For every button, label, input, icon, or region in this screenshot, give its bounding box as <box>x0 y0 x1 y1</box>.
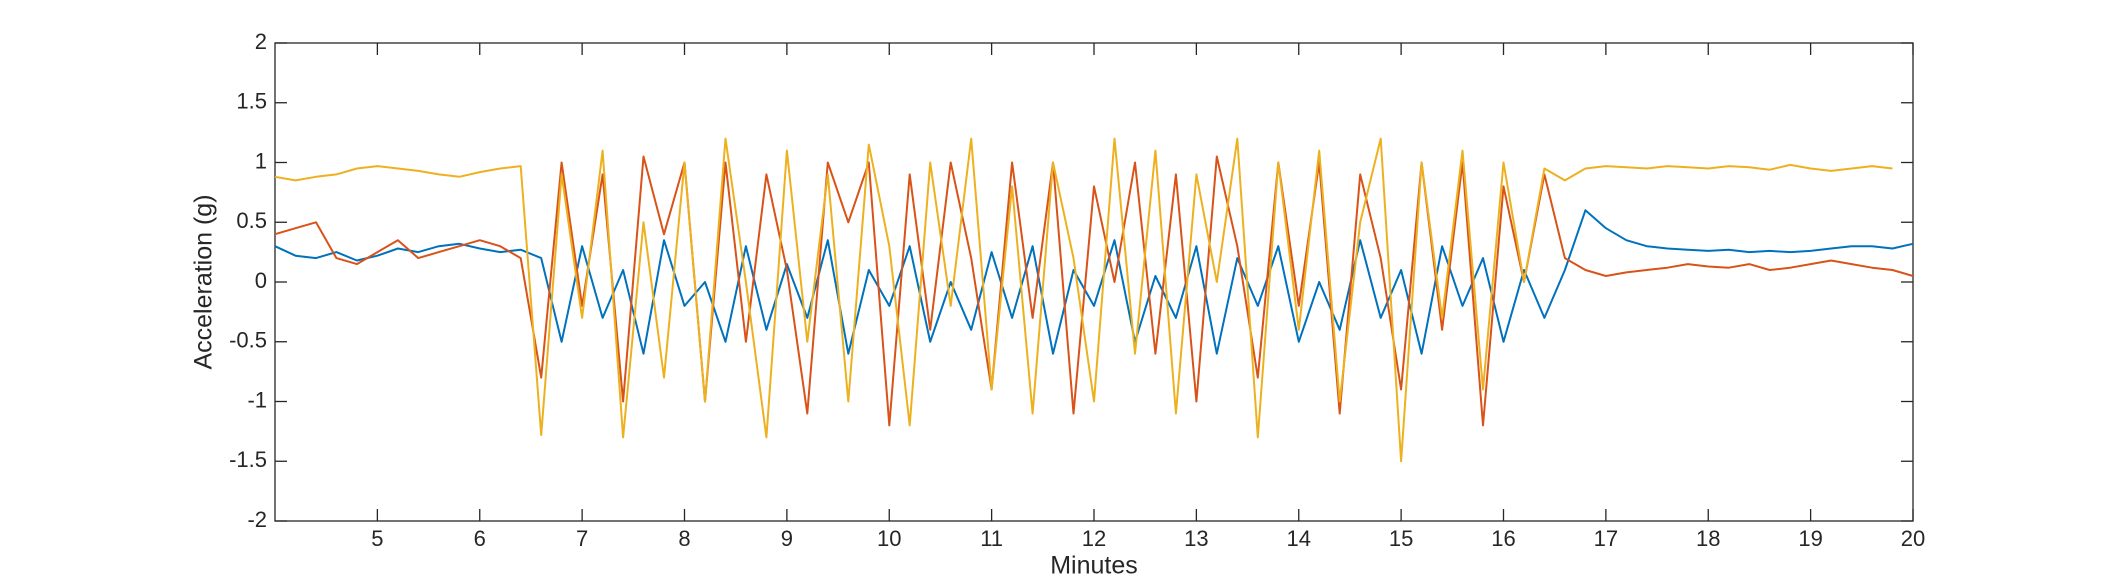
y-tick-label: 2 <box>255 29 267 54</box>
y-tick-label: 1.5 <box>236 89 267 114</box>
x-tick-label: 11 <box>980 526 1003 551</box>
x-tick-label: 16 <box>1491 526 1515 551</box>
y-tick-label: 1 <box>255 148 267 173</box>
y-tick-label: 0.5 <box>236 208 267 233</box>
plot-box <box>274 42 1914 522</box>
x-tick-label: 14 <box>1287 526 1311 551</box>
x-tick-label: 7 <box>576 526 588 551</box>
data-line <box>274 155 1914 427</box>
x-tick-label: 6 <box>474 526 486 551</box>
x-tick-label: 20 <box>1901 526 1925 551</box>
y-tick-label: -1 <box>247 387 267 412</box>
y-tick-label: -0.5 <box>229 328 267 353</box>
x-tick-label: 10 <box>877 526 901 551</box>
y-tick-label: 0 <box>255 268 267 293</box>
x-tick-label: 8 <box>678 526 690 551</box>
data-line <box>274 209 1914 355</box>
y-axis-label: Acceleration (g) <box>190 194 218 369</box>
x-tick-label: 13 <box>1184 526 1208 551</box>
x-tick-label: 12 <box>1082 526 1106 551</box>
y-tick-label: -2 <box>247 507 267 532</box>
x-tick-label: 17 <box>1594 526 1618 551</box>
x-tick-label: 5 <box>371 526 383 551</box>
x-tick-label: 15 <box>1389 526 1413 551</box>
x-axis-label: Minutes <box>1050 552 1138 580</box>
y-tick-label: -1.5 <box>229 447 267 472</box>
x-tick-label: 9 <box>781 526 793 551</box>
x-tick-label: 18 <box>1696 526 1720 551</box>
data-line <box>274 137 1893 463</box>
x-tick-label: 19 <box>1798 526 1822 551</box>
